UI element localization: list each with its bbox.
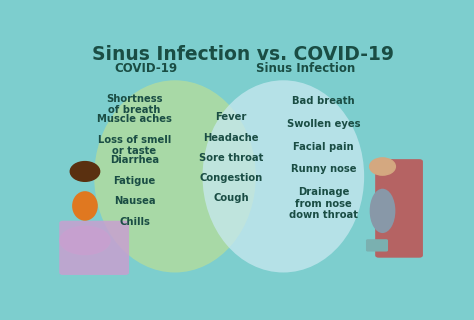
Text: Fatigue: Fatigue [113, 176, 155, 186]
Text: Muscle aches: Muscle aches [97, 114, 172, 124]
Text: Bad breath: Bad breath [292, 96, 355, 106]
Circle shape [370, 158, 395, 175]
Text: Nausea: Nausea [114, 196, 155, 206]
Text: Facial pain: Facial pain [293, 142, 354, 152]
Text: Sinus Infection: Sinus Infection [256, 62, 355, 75]
FancyBboxPatch shape [366, 239, 388, 252]
Text: Sinus Infection vs. COVID-19: Sinus Infection vs. COVID-19 [92, 44, 394, 64]
Text: Swollen eyes: Swollen eyes [287, 119, 361, 129]
Text: Sore throat: Sore throat [199, 153, 264, 163]
Text: Diarrhea: Diarrhea [110, 155, 159, 165]
Ellipse shape [72, 191, 98, 221]
FancyBboxPatch shape [59, 221, 129, 275]
Text: Headache: Headache [203, 132, 259, 142]
Ellipse shape [370, 189, 395, 233]
FancyBboxPatch shape [375, 159, 423, 258]
Text: COVID-19: COVID-19 [114, 62, 177, 75]
Text: Congestion: Congestion [200, 173, 263, 183]
Text: Drainage
from nose
down throat: Drainage from nose down throat [289, 187, 358, 220]
Ellipse shape [59, 226, 110, 255]
Text: Fever: Fever [216, 112, 247, 122]
Text: Loss of smell
or taste: Loss of smell or taste [98, 135, 171, 156]
Text: Cough: Cough [213, 193, 249, 203]
Text: Runny nose: Runny nose [291, 164, 356, 174]
Ellipse shape [94, 80, 256, 273]
Text: Shortness
of breath: Shortness of breath [106, 94, 163, 116]
Ellipse shape [202, 80, 364, 273]
Circle shape [70, 162, 100, 181]
Text: Chills: Chills [119, 217, 150, 227]
